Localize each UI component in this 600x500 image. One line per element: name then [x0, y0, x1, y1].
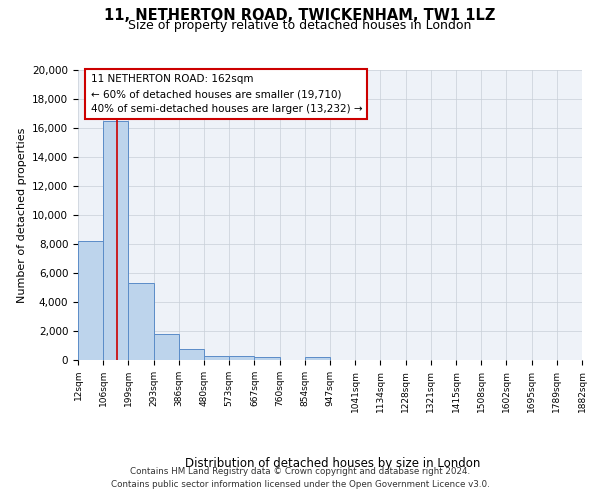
Bar: [254, 357, 280, 360]
Bar: [229, 356, 254, 360]
Bar: [78, 241, 103, 360]
Bar: [204, 356, 229, 360]
Y-axis label: Number of detached properties: Number of detached properties: [17, 128, 26, 302]
Bar: [154, 334, 179, 360]
Bar: [103, 120, 128, 360]
Text: Contains HM Land Registry data © Crown copyright and database right 2024.
Contai: Contains HM Land Registry data © Crown c…: [110, 468, 490, 489]
Bar: [128, 283, 154, 360]
Bar: [305, 357, 330, 360]
Text: Size of property relative to detached houses in London: Size of property relative to detached ho…: [128, 19, 472, 32]
Text: 11 NETHERTON ROAD: 162sqm
← 60% of detached houses are smaller (19,710)
40% of s: 11 NETHERTON ROAD: 162sqm ← 60% of detac…: [91, 74, 362, 114]
Text: 11, NETHERTON ROAD, TWICKENHAM, TW1 1LZ: 11, NETHERTON ROAD, TWICKENHAM, TW1 1LZ: [104, 8, 496, 22]
Text: Distribution of detached houses by size in London: Distribution of detached houses by size …: [185, 458, 481, 470]
Bar: [179, 349, 204, 360]
